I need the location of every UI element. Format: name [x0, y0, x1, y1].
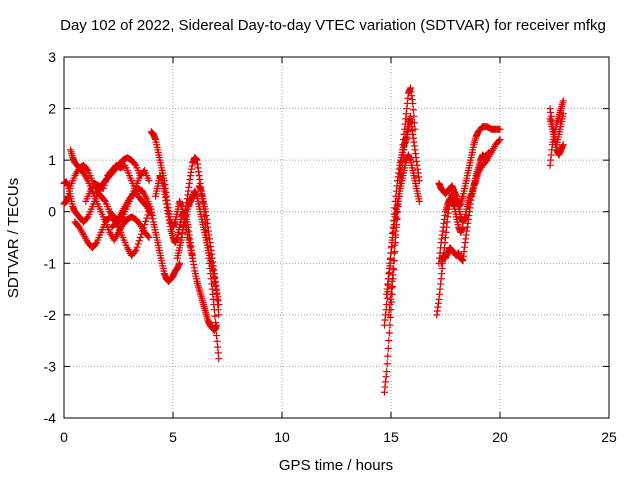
data-point	[409, 106, 417, 114]
data-point	[390, 257, 398, 265]
data-point	[496, 136, 504, 144]
data-point	[393, 214, 401, 222]
data-point	[100, 196, 108, 204]
data-point	[459, 223, 467, 231]
data-point	[389, 271, 397, 279]
data-series	[60, 84, 567, 396]
data-point	[388, 284, 396, 292]
series-arc-o	[385, 112, 415, 319]
data-point	[389, 264, 397, 272]
data-point	[101, 178, 109, 186]
series-arc-k	[195, 182, 223, 309]
plot-frame	[63, 56, 610, 419]
x-tick-label: 15	[383, 429, 399, 445]
y-tick-label: 0	[48, 204, 56, 220]
chart-title: Day 102 of 2022, Sidereal Day-to-day VTE…	[60, 17, 606, 34]
y-tick-label: -4	[44, 410, 57, 426]
x-tick-label: 25	[601, 429, 617, 445]
data-point	[134, 240, 142, 248]
data-point	[496, 125, 504, 133]
data-point	[559, 97, 567, 105]
data-point	[103, 175, 111, 183]
series-arc-r	[437, 148, 493, 267]
data-point	[407, 112, 415, 120]
grid-lines	[64, 57, 609, 418]
data-point	[133, 243, 141, 251]
series-arc-s	[435, 195, 467, 267]
x-tick-label: 0	[60, 429, 68, 445]
data-point	[145, 177, 153, 185]
data-point	[212, 319, 220, 327]
data-point	[92, 240, 100, 248]
x-axis: 0 5 10 15 20 25	[60, 57, 617, 445]
series-arc-e	[82, 161, 155, 218]
data-point	[383, 368, 391, 376]
data-point	[384, 352, 392, 360]
data-point	[143, 214, 151, 222]
data-point	[131, 160, 139, 168]
data-point	[100, 181, 108, 189]
data-point	[137, 230, 145, 238]
x-axis-label: GPS time / hours	[279, 457, 393, 474]
data-point	[144, 232, 152, 240]
series-arc-u	[546, 105, 567, 149]
data-point	[138, 227, 146, 235]
series-arc-f	[108, 185, 184, 285]
data-point	[176, 259, 184, 267]
data-point	[392, 221, 400, 229]
data-point	[131, 248, 139, 256]
data-point	[415, 197, 423, 205]
y-tick-label: 1	[48, 152, 56, 168]
series-arc-d	[71, 208, 153, 260]
data-point	[387, 290, 395, 298]
data-point	[145, 234, 153, 241]
data-point	[142, 217, 150, 225]
y-tick-label: 2	[48, 101, 56, 117]
data-point	[215, 301, 223, 309]
y-tick-label: -3	[44, 358, 57, 374]
data-point	[83, 214, 91, 222]
data-point	[392, 227, 400, 235]
data-point	[391, 234, 399, 241]
data-point	[99, 185, 107, 193]
series-arc-m	[380, 115, 423, 329]
data-point	[559, 141, 567, 149]
data-point	[140, 224, 148, 232]
data-point	[384, 344, 392, 352]
y-tick-label: 3	[48, 49, 56, 65]
data-point	[215, 355, 223, 363]
data-point	[388, 277, 396, 285]
data-point	[141, 221, 149, 229]
x-tick-label: 20	[492, 429, 508, 445]
data-point	[136, 234, 144, 241]
data-point	[211, 312, 219, 320]
x-tick-label: 5	[169, 429, 177, 445]
data-point	[390, 249, 398, 257]
data-point	[559, 110, 567, 118]
data-point	[385, 329, 393, 337]
data-point	[83, 165, 91, 173]
y-tick-label: -1	[44, 255, 57, 271]
y-axis-label: SDTVAR / TECUs	[5, 178, 22, 298]
y-axis: -4 -3 -2 -1 0 1 2 3	[44, 49, 609, 426]
data-point	[391, 241, 399, 249]
data-point	[495, 137, 503, 145]
data-point	[132, 246, 140, 254]
data-point	[385, 337, 393, 345]
data-point	[135, 237, 143, 245]
data-point	[383, 360, 391, 368]
data-point	[212, 325, 220, 333]
data-point	[409, 99, 417, 107]
data-point	[215, 311, 223, 319]
x-tick-label: 10	[274, 429, 290, 445]
data-point	[485, 148, 493, 156]
y-tick-label: -2	[44, 307, 57, 323]
